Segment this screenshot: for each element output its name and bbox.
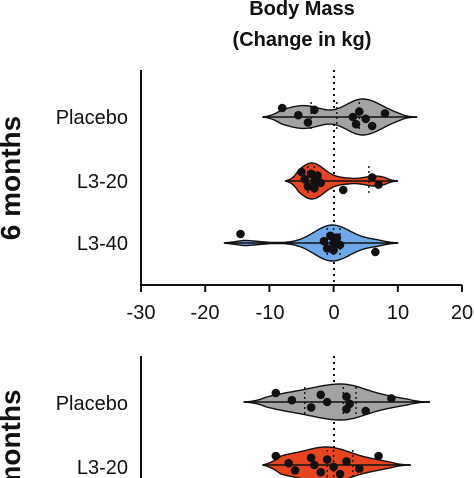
panel2-placebo-data-point xyxy=(287,395,297,405)
panel1-l3-20-data-point xyxy=(297,167,306,177)
panel1-category-label-placebo: Placebo xyxy=(56,107,128,129)
panel1-placebo-data-point xyxy=(303,118,313,127)
panel1-violins xyxy=(223,98,418,262)
x-tick-label-20: 20 xyxy=(451,302,473,324)
x-tick-label-10: 10 xyxy=(387,302,409,324)
x-tick-label-0: 0 xyxy=(328,302,339,324)
panel2-placebo-data-point xyxy=(322,397,332,407)
panel2-violins xyxy=(243,383,430,478)
panel1-l3-40-data-point xyxy=(335,240,345,250)
panel1-l3-20-data-point xyxy=(374,180,383,189)
panel1-category-label-l3-40: L3-40 xyxy=(77,233,128,255)
panel2-l3-20-data-point xyxy=(342,457,351,466)
panel2-placebo-data-point xyxy=(316,390,326,400)
panel1-x-ticks xyxy=(140,285,463,292)
panel1-l3-20-data-point xyxy=(367,173,377,182)
panel1-l3-40-data-point xyxy=(332,233,342,242)
panel2-l3-20-data-point xyxy=(271,451,281,461)
panel2-placebo-data-point xyxy=(387,394,396,403)
panel2-placebo-data-point xyxy=(342,392,351,401)
panel2-l3-20-data-point xyxy=(284,458,293,468)
panel2-l3-20-data-point xyxy=(306,453,316,463)
panel2-l3-20-data-point xyxy=(322,455,332,464)
panel2-l3-20-data-point xyxy=(310,460,319,470)
panel1-l3-40-data-point xyxy=(236,229,245,239)
x-tick-label-neg20: -20 xyxy=(191,302,220,324)
panel1-placebo-data-point xyxy=(367,121,377,131)
panel1-category-label-l3-20: L3-20 xyxy=(77,171,128,193)
panel1-placebo-data-point xyxy=(293,110,303,120)
panel2-category-label-l3-20: L3-20 xyxy=(77,457,128,478)
panel2-l3-20-data-point xyxy=(290,466,300,475)
x-tick-label-neg10: -10 xyxy=(256,302,285,324)
panel1-l3-40-data-point xyxy=(319,236,329,246)
panel1-placebo-data-point xyxy=(277,103,287,113)
panel2-l3-20-data-point xyxy=(335,469,345,478)
panel2-placebo-data-point xyxy=(345,399,354,409)
panel1-l3-20-data-point xyxy=(316,178,326,188)
panel1-l3-40-data-point xyxy=(329,245,338,255)
chart-title-line-1: Body Mass xyxy=(249,0,355,20)
panel1-l3-40-data-point xyxy=(371,247,380,257)
chart-title-line-2: (Change in kg) xyxy=(233,29,372,51)
x-tick-label-neg30: -30 xyxy=(127,302,156,324)
panel2-l3-20-data-point xyxy=(374,451,383,461)
panel1-placebo-data-point xyxy=(348,112,358,122)
panel2-placebo-data-point xyxy=(271,388,281,398)
panel1-placebo-data-point xyxy=(361,114,371,124)
panel1-placebo-data-point xyxy=(380,109,390,118)
panel1-l3-20-data-point xyxy=(313,171,322,180)
panel1-l3-20-data-point xyxy=(310,183,319,193)
panel1-l3-20-data-point xyxy=(338,185,348,195)
panel2-placebo-data-point xyxy=(306,403,316,412)
panel1-placebo-data-point xyxy=(310,105,319,115)
panel2-placebo-data-point xyxy=(361,406,371,416)
panel-label-months: months xyxy=(0,389,26,478)
panel2-l3-20-data-point xyxy=(354,464,364,473)
panel2-l3-20-data-point xyxy=(316,467,326,477)
panel1-l3-20-data-point xyxy=(300,174,310,184)
panel2-category-label-placebo: Placebo xyxy=(56,393,128,415)
panel-label-6-months: 6 months xyxy=(0,116,26,240)
panel1-placebo-data-point xyxy=(354,107,364,116)
panel1-placebo-data-point xyxy=(351,119,361,129)
panel2-l3-20-data-point xyxy=(329,462,338,472)
